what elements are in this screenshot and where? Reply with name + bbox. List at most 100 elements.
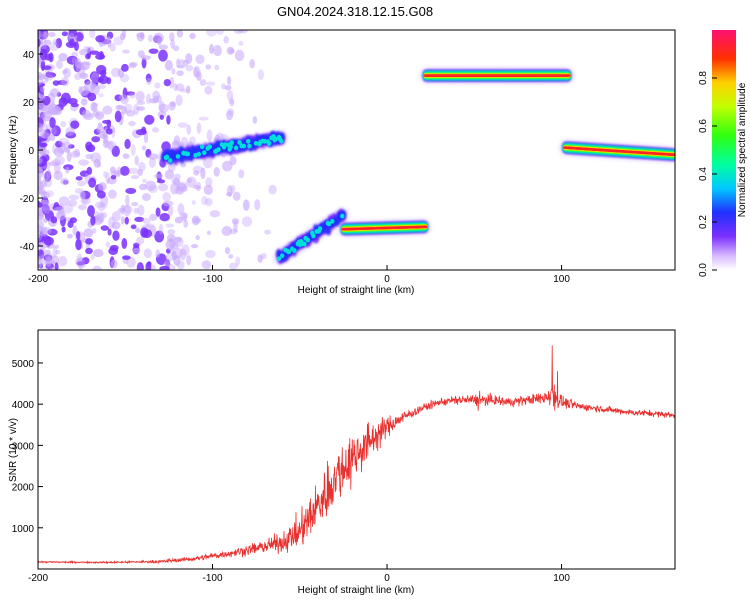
spectrogram-noise-blob (41, 267, 49, 270)
colorbar-tick-label: 0.0 (698, 263, 709, 277)
spectrogram-noise-blob (42, 73, 54, 81)
spectrogram-noise-blob (189, 136, 196, 145)
spectrogram-noise-blob (165, 259, 171, 268)
spectrogram-noise-blob (206, 129, 213, 142)
spectrogram-noise-blob (98, 50, 104, 60)
spectrogram-noise-blob (159, 265, 170, 270)
spectrogram-cell (168, 158, 173, 163)
spectrogram-noise-blob (62, 67, 71, 79)
spectrogram-noise-blob (136, 236, 145, 245)
spectrogram-noise-blob (38, 73, 46, 81)
spectrogram-noise-blob (38, 221, 44, 229)
spectrogram-noise-blob (43, 236, 54, 246)
spectrogram-cell (166, 148, 172, 157)
spectrogram-noise-blob (152, 127, 159, 133)
spectrogram-noise-blob (166, 115, 171, 125)
spectrogram-noise-blob (149, 213, 158, 221)
spectrogram-noise-blob (108, 216, 116, 229)
spectrogram-noise-blob (45, 71, 51, 77)
spectrogram-noise-blob (105, 140, 116, 150)
spectrogram-noise-blob (157, 111, 167, 118)
spectrogram-noise-blob (173, 135, 181, 145)
spectrogram-cell (286, 249, 292, 255)
spectrogram-noise-blob (183, 219, 189, 228)
spectrogram-noise-blob (155, 249, 161, 258)
spectrogram-noise-blob (45, 256, 52, 268)
spectrogram-noise-blob (122, 49, 130, 54)
spectrogram-cell (340, 213, 345, 219)
spectrogram-noise-blob (44, 77, 49, 83)
spectrogram-noise-blob (58, 53, 68, 62)
spectrogram-cell (233, 145, 239, 151)
spectrogram-noise-blob (155, 207, 161, 217)
spectrogram-noise-blob (249, 59, 255, 69)
spectrogram-noise-blob (230, 184, 236, 194)
spectrogram-noise-blob (56, 59, 63, 69)
spectrogram-noise-blob (87, 205, 95, 217)
spectrogram-y-ticks: -40 -20 0 20 40 (20, 50, 43, 253)
spectrogram-x-tick-label: -200 (28, 274, 48, 285)
spectrogram-noise-blob (137, 50, 145, 58)
spectrogram-noise-blob (122, 255, 131, 260)
spectrogram-noise-blob (140, 227, 149, 238)
spectrogram-noise-blob (137, 168, 143, 176)
snr-y-tick-label: 1000 (12, 524, 35, 535)
spectrogram-noise-blob (90, 215, 96, 226)
spectrogram-noise-blob (100, 212, 108, 219)
spectrogram-noise-blob (206, 30, 217, 37)
spectrogram-noise-blob (165, 253, 175, 262)
spectrogram-noise-blob (38, 38, 41, 48)
spectrogram-noise-blob (108, 189, 117, 199)
spectrogram-noise-blob (165, 223, 175, 228)
spectrogram-noise-blob (38, 157, 43, 165)
spectrogram-y-label: Frequency (Hz) (8, 116, 19, 185)
snr-panel: -200 -100 0 100 1000 2000 3000 4000 5000 Height… (8, 329, 676, 596)
spectrogram-noise-blob (145, 261, 152, 270)
spectrogram-noise-blob (163, 78, 171, 87)
spectrogram-noise-blob (176, 64, 186, 69)
spectrogram-noise-blob (89, 112, 100, 118)
spectrogram-noise-blob (175, 83, 185, 92)
spectrogram-cell (241, 143, 247, 149)
spectrogram-noise-blob (179, 248, 187, 261)
spectrogram-noise-blob (156, 179, 166, 184)
spectrogram-noise-blob (228, 254, 234, 259)
spectrogram-noise-blob (38, 30, 41, 40)
spectrogram-noise-blob (70, 120, 80, 129)
spectrogram-noise-blob (148, 34, 153, 43)
spectrogram-noise-blob (136, 100, 146, 105)
spectrogram-noise-blob (58, 255, 68, 267)
spectrogram-noise-blob (115, 104, 123, 111)
spectrogram-noise-blob (38, 258, 43, 269)
spectrogram-noise-blob (200, 167, 206, 180)
spectrogram-noise-blob (60, 121, 67, 128)
spectrogram-noise-blob (260, 253, 267, 260)
spectrogram-noise-blob (264, 229, 271, 235)
spectrogram-noise-blob (38, 76, 44, 86)
spectrogram-noise-blob (41, 132, 51, 139)
spectrogram-noise-blob (92, 109, 99, 116)
snr-y-tick-label: 2000 (12, 483, 35, 494)
spectrogram-noise-blob (125, 194, 130, 207)
spectrogram-noise-blob (119, 166, 130, 176)
spectrogram-noise-blob (110, 171, 120, 176)
spectrogram-noise-blob (39, 38, 48, 50)
spectrogram-noise-blob (111, 221, 121, 230)
spectrogram-noise-blob (49, 42, 59, 52)
colorbar-tick-label: 0.6 (698, 119, 709, 133)
spectrogram-cell (311, 233, 316, 239)
spectrogram-segment (560, 141, 675, 161)
spectrogram-noise-blob (144, 114, 155, 125)
spectrogram-noise-blob (61, 31, 68, 37)
spectrogram-cell (175, 154, 181, 159)
spectrogram-noise-blob (137, 204, 145, 216)
spectrogram-cell (672, 153, 675, 157)
spectrogram-noise-blob (121, 30, 127, 39)
spectrogram-noise-blob (85, 238, 93, 245)
spectrogram-noise-blob (97, 182, 107, 191)
spectrogram-noise-blob (56, 92, 62, 97)
spectrogram-noise-blob (80, 61, 90, 71)
spectrogram-noise-blob (44, 249, 51, 255)
